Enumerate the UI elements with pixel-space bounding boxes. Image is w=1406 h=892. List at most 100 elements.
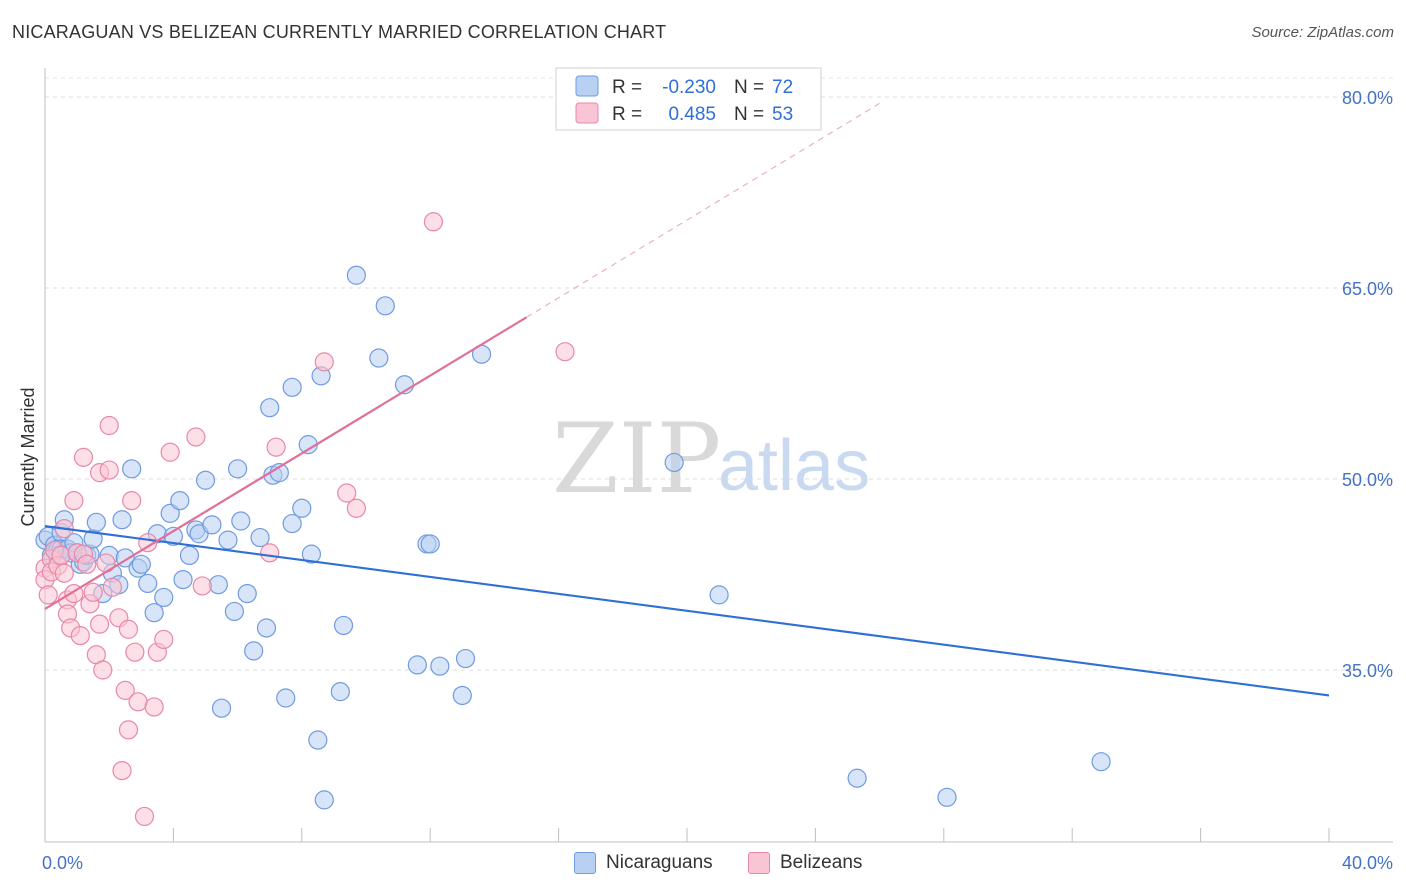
data-point xyxy=(407,655,427,675)
data-point xyxy=(202,515,222,535)
data-point xyxy=(452,685,472,706)
data-point xyxy=(122,459,142,479)
stats-legend-n-label: N = xyxy=(734,104,764,125)
data-point xyxy=(192,576,212,596)
data-point xyxy=(38,585,58,605)
data-point xyxy=(173,569,193,590)
data-point xyxy=(256,618,277,638)
stats-legend-box xyxy=(555,67,822,131)
data-point xyxy=(211,698,232,718)
x-tick-label: 40.0% xyxy=(1342,853,1393,873)
data-point xyxy=(160,442,180,462)
data-point xyxy=(89,614,110,634)
data-point xyxy=(314,352,334,372)
data-point xyxy=(337,483,357,503)
data-point xyxy=(93,660,113,680)
data-point xyxy=(70,626,90,646)
x-tick-label: 0.0% xyxy=(42,853,83,873)
data-point xyxy=(218,530,238,550)
y-axis-label: Currently Married xyxy=(18,387,38,526)
data-point xyxy=(314,790,334,810)
stats-legend-r-value: -0.230 xyxy=(662,77,716,98)
data-point xyxy=(260,398,280,418)
stats-legend-n-value: 53 xyxy=(772,104,793,125)
legend-swatch-nicaraguans xyxy=(574,852,596,874)
data-point xyxy=(138,573,158,594)
data-point xyxy=(208,575,228,595)
legend-swatch-belizeans xyxy=(748,852,770,874)
data-point xyxy=(64,491,84,511)
stats-legend-r-label: R = xyxy=(612,77,642,98)
data-point xyxy=(144,603,164,623)
legend-label-belizeans: Belizeans xyxy=(780,852,863,873)
stats-legend-r-value: 0.485 xyxy=(668,104,716,125)
data-point xyxy=(83,582,103,602)
data-point xyxy=(86,512,106,532)
stats-legend: R = -0.230 N = 72 R = 0.485 N = 53 xyxy=(555,67,822,131)
data-point xyxy=(282,377,302,397)
data-point xyxy=(170,491,190,511)
data-point xyxy=(346,498,366,518)
trendline-belizeans xyxy=(44,316,528,610)
y-tick-label: 50.0% xyxy=(1342,470,1393,490)
data-point xyxy=(195,470,216,490)
stats-legend-n-label: N = xyxy=(734,77,764,98)
trend-layer xyxy=(44,102,1330,697)
stats-legend-swatch-nicaraguans xyxy=(575,75,599,97)
data-point xyxy=(73,447,94,467)
data-point xyxy=(330,682,350,702)
data-point xyxy=(154,587,174,608)
data-point xyxy=(131,554,151,574)
stats-legend-swatch-belizeans xyxy=(575,102,599,124)
data-point xyxy=(250,527,270,548)
data-point xyxy=(301,544,322,564)
data-point xyxy=(115,680,135,700)
data-point xyxy=(125,642,145,662)
data-point xyxy=(430,656,450,676)
legend-item-nicaraguans[interactable]: Nicaraguans xyxy=(574,852,713,874)
watermark-zip: ZIP xyxy=(552,403,721,515)
data-point xyxy=(102,577,123,597)
data-point xyxy=(228,459,248,479)
data-point xyxy=(231,511,251,531)
data-point xyxy=(144,697,164,717)
data-point xyxy=(420,534,440,554)
points-layer xyxy=(35,212,1111,827)
data-point xyxy=(112,510,132,530)
series-nicaraguans xyxy=(35,265,1111,810)
data-point xyxy=(128,692,148,712)
data-point xyxy=(154,629,174,650)
y-tick-label: 65.0% xyxy=(1342,279,1393,299)
data-point xyxy=(333,615,354,636)
stats-legend-r-label: R = xyxy=(612,104,642,125)
data-point xyxy=(99,460,119,480)
chart-title: NICARAGUAN VS BELIZEAN CURRENTLY MARRIED… xyxy=(12,22,667,42)
watermark-atlas: atlas xyxy=(718,426,870,506)
data-point xyxy=(134,806,155,827)
watermark: ZIP atlas xyxy=(552,403,870,515)
data-point xyxy=(276,688,296,708)
x-tick-labels: 0.0% 40.0% xyxy=(42,853,1393,873)
data-point xyxy=(237,583,257,604)
trendline-nicaraguans xyxy=(44,525,1330,697)
series-legend: Nicaraguans Belizeans xyxy=(0,852,1406,878)
data-point xyxy=(308,730,328,750)
data-point xyxy=(118,619,139,639)
y-tick-label: 80.0% xyxy=(1342,88,1393,108)
data-point xyxy=(260,543,280,563)
y-tick-label: 35.0% xyxy=(1342,661,1393,681)
data-point xyxy=(555,342,575,362)
y-tick-labels: 35.0% 50.0% 65.0% 80.0% xyxy=(1342,88,1393,681)
source-credit: Source: ZipAtlas.com xyxy=(1251,24,1394,41)
data-point xyxy=(122,491,142,511)
data-point xyxy=(423,212,444,232)
data-point xyxy=(937,787,957,807)
data-point xyxy=(160,503,180,523)
data-point xyxy=(51,545,71,566)
legend-item-belizeans[interactable]: Belizeans xyxy=(748,852,862,874)
data-point xyxy=(266,437,286,457)
data-point xyxy=(244,641,264,661)
data-point xyxy=(224,601,244,622)
data-point xyxy=(847,768,867,788)
